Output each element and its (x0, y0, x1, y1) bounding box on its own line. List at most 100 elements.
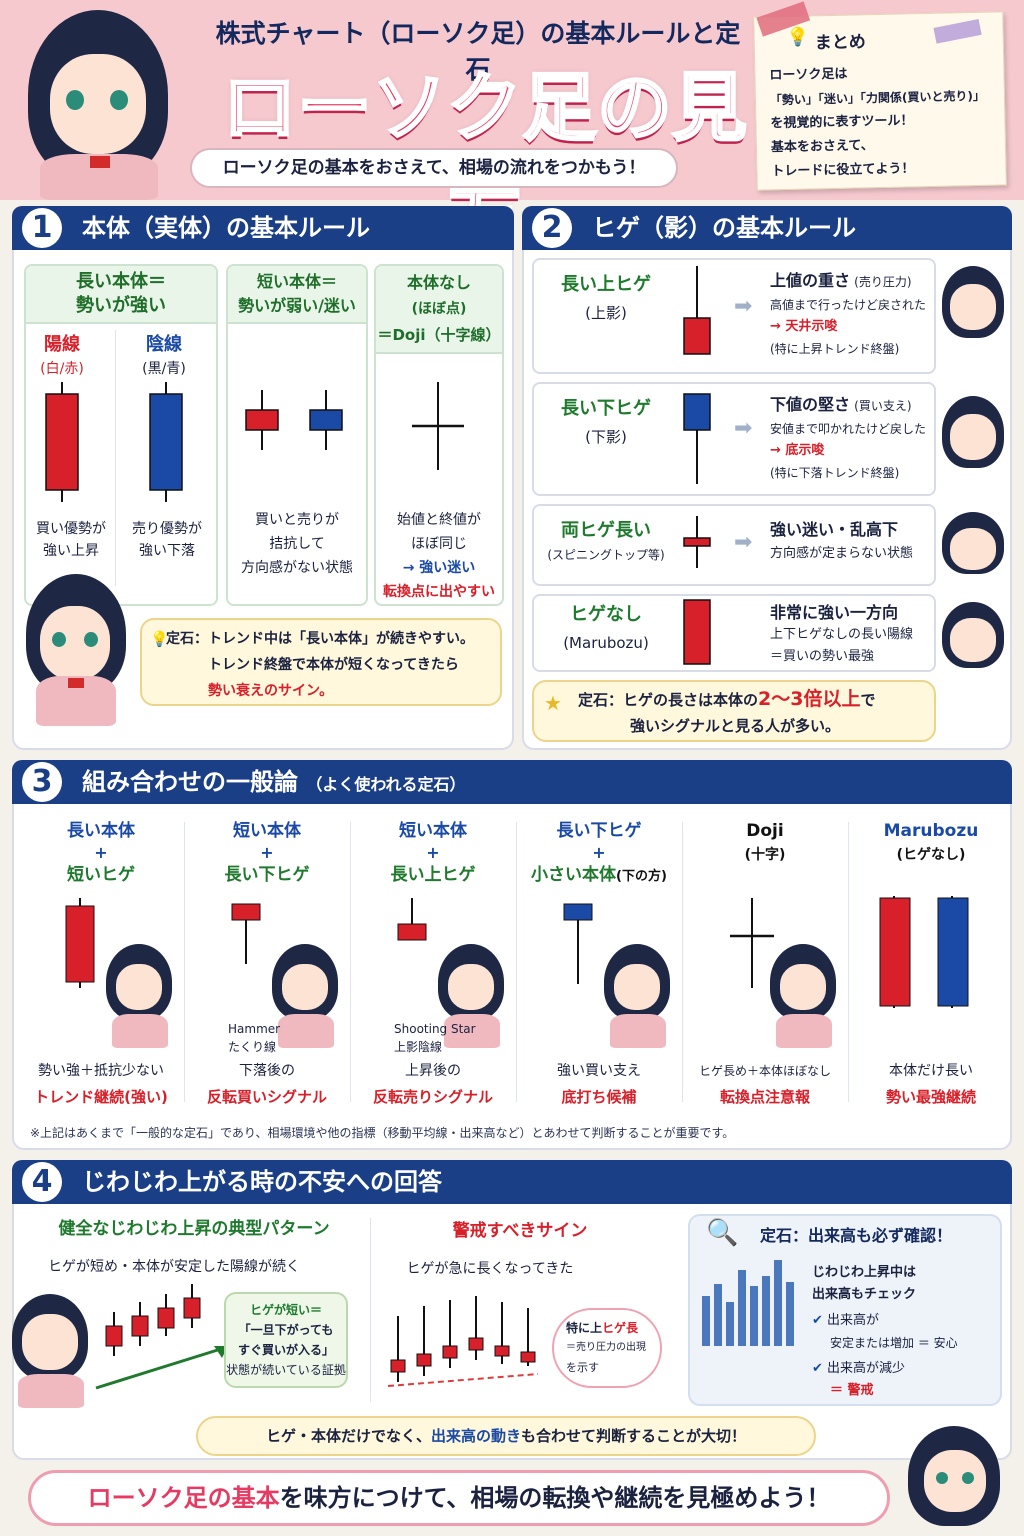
row-note: (特に下落トレンド終盤) (770, 466, 900, 480)
character-illustration-s2 (936, 262, 1010, 672)
box-heading: 長い本体＝ 勢いが強い (26, 266, 216, 324)
header-subtitle: 株式チャート（ローソク足）の基本ルールと定石 (215, 19, 741, 84)
desc-line: 方向感がない状態 (241, 560, 353, 576)
short-body-candles (245, 390, 343, 450)
box-heading: 本体なし (ほぼ点) ＝Doji（十字線） (376, 266, 502, 354)
warning-desc: ヒゲが急に長くなってきた (406, 1261, 574, 1277)
section-3-note: ※上記はあくまで「一般的な定石」であり、相場環境や他の指標（移動平均線・出来高な… (30, 1126, 735, 1140)
bubble-line: ＝売り圧力の出現 (566, 1342, 646, 1353)
short-yang-candle (245, 409, 279, 431)
row-name: ヒゲなし (570, 604, 642, 625)
healthy-desc: ヒゲが短め・本体が安定した陽線が続く (48, 1259, 300, 1275)
footer-text: を味方につけて、相場の転換や継続を見極めよう！ (279, 1484, 831, 1512)
heading-line: 勢いが強い (76, 295, 166, 316)
candle-body (65, 905, 95, 983)
tip-line: 強いシグナルと見る人が多い。 (630, 717, 841, 735)
candle-body (231, 903, 261, 921)
doji-candle (412, 382, 464, 470)
note-text: ヒゲ・本体だけでなく、 (265, 1427, 431, 1445)
row-note: ＝買いの勢い最強 (770, 649, 875, 664)
combo-heading: 小さい本体(下の方) (516, 864, 682, 888)
footer-banner: ローソク足の基本を味方につけて、相場の転換や継続を見極めよう！ (28, 1470, 890, 1526)
section-title: 本体（実体）の基本ルール (82, 214, 370, 242)
lightbulb-icon: 💡 (150, 630, 169, 648)
section-2-header: 2 ヒゲ（影）の基本ルール (522, 206, 1012, 250)
note-text: も合わせて判断することが大切！ (521, 1427, 747, 1445)
upper-wick-candle (683, 317, 711, 355)
divider (370, 1218, 371, 1402)
section-title: ヒゲ（影）の基本ルール (592, 214, 856, 242)
marubozu-candle (683, 599, 711, 665)
check-text: 出来高が (827, 1313, 880, 1328)
row-signal: → 底示唆 (770, 443, 825, 458)
combo-heading: (十字) (682, 844, 848, 867)
section-title: 組み合わせの一般論 (82, 768, 298, 796)
combination-column: 短い本体 + 長い下ヒゲ Hammer たくり線 下落後の 反転買いシグナル (184, 818, 350, 1118)
section-number: 2 (532, 208, 572, 248)
combo-plus: + (426, 843, 440, 862)
combo-candle (65, 898, 95, 988)
combo-signal: 勢い最強継続 (885, 1088, 976, 1106)
character-illustration-s4 (8, 1290, 92, 1410)
warning-candles-chart (387, 1296, 539, 1387)
row-head-note: (買い支え) (854, 399, 912, 413)
yang-desc: 買い優勢が 強い上昇 (26, 518, 116, 562)
check-text: ＝ 警戒 (830, 1383, 874, 1398)
healthy-uptrend-chart (95, 1284, 228, 1390)
candle-body (563, 903, 593, 921)
divider (516, 822, 517, 1102)
row-note: (特に上昇トレンド終盤) (770, 342, 900, 356)
summary-line: 「勢い」「迷い」「力関係(買いと売り)」 (769, 88, 986, 108)
yang-label: 陽線 (44, 334, 80, 355)
arrow-right-icon: ➡ (734, 416, 753, 441)
spinning-top-candle (683, 537, 711, 547)
desc-line: 転換点に出やすい (383, 584, 495, 600)
section-4-bottom-note: ヒゲ・本体だけでなく、出来高の動きも合わせて判断することが大切！ (196, 1416, 816, 1456)
combo-plus: + (592, 843, 606, 862)
character-illustration-header (10, 4, 190, 200)
combination-column: 長い本体 + 短いヒゲ 勢い強＋抵抗少ない トレンド継続(強い) (18, 818, 184, 1118)
bubble-line: を示す (566, 1361, 599, 1374)
warning-bubble: 特に上ヒゲ長 ＝売り圧力の出現 を示す (552, 1308, 662, 1388)
combo-heading: Marubozu (883, 821, 979, 841)
desc-line: 強い上昇 (43, 543, 99, 559)
short-body-desc: 買いと売りが 拮抗して 方向感がない状態 (226, 508, 368, 580)
row-explain: 下値の堅さ (買い支え) 安値まで叩かれたけど戻した → 底示唆 (特に下落トレ… (770, 394, 940, 484)
trend-arrow (95, 1346, 225, 1390)
check-text: 安定または増加 ＝ 安心 (830, 1336, 958, 1350)
volume-line: じわじわ上昇中は (812, 1265, 917, 1280)
combo-candle (730, 898, 774, 988)
heading-line: 短い本体＝ (256, 272, 337, 291)
section-1-tip: 💡 定石：トレンド中は「長い本体」が続きやすい。 トレンド終盤で本体が短くなって… (140, 618, 502, 706)
check-icon: ✔ (812, 1361, 823, 1376)
bubble-line: 「一旦下がっても (238, 1323, 334, 1337)
combo-heading-text: 長い上ヒゲ (390, 865, 476, 885)
combo-heading: 長い下ヒゲ (556, 821, 642, 841)
desc-line: 買い優勢が (36, 521, 106, 537)
combo-desc: 勢い強＋抵抗少ない (38, 1063, 164, 1079)
combo-heading-text: 短いヒゲ (67, 865, 135, 885)
volume-bar-chart (702, 1260, 794, 1346)
combo-candle (563, 903, 593, 984)
row-head: 強い迷い・乱高下 (770, 520, 899, 539)
magnifier-icon: 🔍 (706, 1218, 739, 1248)
pattern-name-ja: たくり線 (228, 1040, 277, 1054)
arrow-right-icon: ➡ (734, 294, 753, 319)
row-desc: 安値まで叩かれたけど戻した (770, 422, 927, 436)
heading-line: 本体なし (406, 273, 471, 292)
combo-plus: + (94, 843, 108, 862)
character-illustration (434, 942, 508, 1050)
row-sub: (Marubozu) (563, 634, 649, 652)
combo-heading: 短い本体 (233, 821, 301, 841)
combo-plus: + (260, 843, 274, 862)
heading-line: 長い本体＝ (76, 271, 166, 292)
section-title: じわじわ上がる時の不安への回答 (82, 1168, 442, 1196)
combo-desc: 上昇後の (405, 1063, 461, 1079)
combo-signal: 反転売りシグナル (372, 1088, 493, 1106)
pattern-name-en: Shooting Star (394, 1022, 476, 1036)
combination-column: Marubozu (ヒゲなし) 本体だけ長い 勢い最強継続 (848, 818, 1014, 1118)
divider (184, 822, 185, 1102)
row-name: 長い下ヒゲ (561, 398, 651, 419)
combo-candle (879, 896, 969, 1008)
bubble-text: 特に上 (566, 1321, 603, 1335)
